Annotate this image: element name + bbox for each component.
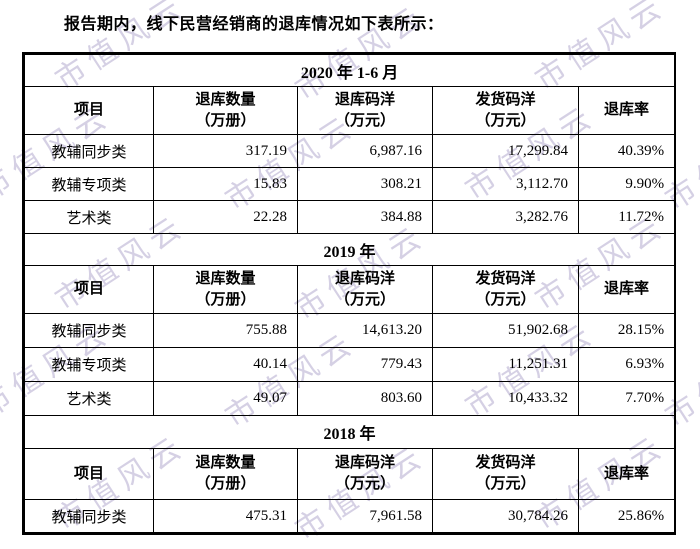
column-header-line1: 项目 <box>73 465 104 482</box>
rate-cell: 25.86% <box>577 499 676 533</box>
rate-cell: 40.39% <box>577 134 676 168</box>
value-cell: 10,433.32 <box>432 381 579 416</box>
value-cell: 779.43 <box>297 347 433 382</box>
rate-cell: 9.90% <box>577 167 676 201</box>
column-header: 项目 <box>24 265 154 314</box>
value-cell: 803.60 <box>297 381 433 416</box>
column-header-line2: （万册） <box>195 112 256 129</box>
year-title: 2019 年 <box>23 233 676 266</box>
column-header: 退库码洋 （万元） <box>297 448 433 500</box>
column-header-line1: 退库数量 <box>195 455 256 471</box>
table-row: 教辅同步类 317.19 6,987.16 17,299.84 40.39% <box>24 134 676 168</box>
value-cell: 51,902.68 <box>432 313 579 348</box>
value-cell: 14,613.20 <box>297 313 433 348</box>
value-cell: 3,282.76 <box>432 200 579 234</box>
column-header-line1: 发货码洋 <box>475 270 536 287</box>
column-header: 项目 <box>24 86 154 135</box>
table-row: 教辅同步类 755.88 14,613.20 51,902.68 28.15% <box>24 313 676 348</box>
value-cell: 3,112.70 <box>432 167 579 201</box>
rate-cell: 7.70% <box>577 381 676 416</box>
row-label-cell: 艺术类 <box>24 200 154 234</box>
column-header-line1: 退库码洋 <box>334 91 395 108</box>
column-header-line1: 退库数量 <box>195 91 256 108</box>
column-header-row: 项目 退库数量 （万册） 退库码洋 （万元） 发货码洋 （万元） 退库率 <box>24 86 676 135</box>
column-header-row: 项目 退库数量 （万册） 退库码洋 （万元） 发货码洋 （万元） 退库率 <box>24 448 676 500</box>
table-row: 艺术类 49.07 803.60 10,433.32 7.70% <box>24 381 676 416</box>
column-header-line2: （万元） <box>475 112 536 129</box>
value-cell: 17,299.84 <box>432 134 579 168</box>
row-label-cell: 教辅同步类 <box>24 499 154 533</box>
column-header: 退库率 <box>577 86 676 135</box>
value-cell: 49.07 <box>153 381 298 416</box>
table-section: 2019 年项目 退库数量 （万册） 退库码洋 （万元） 发货码洋 （万元） 退库率教辅同步类… <box>23 233 676 416</box>
rate-cell: 28.15% <box>577 313 676 348</box>
column-header: 项目 <box>24 448 154 500</box>
column-header-line1: 退库率 <box>604 281 650 297</box>
column-header-line1: 退库数量 <box>195 270 256 287</box>
column-header: 退库数量 （万册） <box>153 86 298 135</box>
column-header: 退库率 <box>577 448 676 500</box>
table-section: 2020 年 1-6 月项目 退库数量 （万册） 退库码洋 （万元） 发货码洋 （万元） 退库… <box>23 54 676 234</box>
value-cell: 30,784.26 <box>432 499 579 533</box>
column-header-line2: （万元） <box>334 291 395 308</box>
column-header-line2: （万元） <box>334 112 395 129</box>
column-header-line1: 退库码洋 <box>334 270 395 287</box>
table-section: 2018 年项目 退库数量 （万册） 退库码洋 （万元） 发货码洋 （万元） 退库率教辅同步类… <box>23 415 676 533</box>
value-cell: 40.14 <box>153 347 298 382</box>
column-header: 退库码洋 （万元） <box>297 86 433 135</box>
column-header-line1: 退库码洋 <box>334 455 395 471</box>
column-header: 发货码洋 （万元） <box>432 448 579 500</box>
column-header-line2: （万元） <box>475 476 536 492</box>
column-header: 退库率 <box>577 265 676 314</box>
column-header-line1: 退库率 <box>604 465 650 482</box>
table-row: 教辅专项类 15.83 308.21 3,112.70 9.90% <box>24 167 676 201</box>
value-cell: 15.83 <box>153 167 298 201</box>
value-cell: 317.19 <box>153 134 298 168</box>
column-header: 退库数量 （万册） <box>153 448 298 500</box>
returns-table-grid: 2020 年 1-6 月项目 退库数量 （万册） 退库码洋 （万元） 发货码洋 （万元） 退库… <box>23 54 676 533</box>
table-row: 教辅专项类 40.14 779.43 11,251.31 6.93% <box>24 347 676 382</box>
year-title: 2020 年 1-6 月 <box>23 54 676 87</box>
year-title-row: 2020 年 1-6 月 <box>23 54 676 87</box>
column-header-line1: 项目 <box>73 102 104 118</box>
value-cell: 6,987.16 <box>297 134 433 168</box>
year-title: 2018 年 <box>23 415 676 449</box>
value-cell: 22.28 <box>153 200 298 234</box>
column-header-line2: （万元） <box>475 291 536 308</box>
column-header-row: 项目 退库数量 （万册） 退库码洋 （万元） 发货码洋 （万元） 退库率 <box>24 265 676 314</box>
column-header-line1: 退库率 <box>604 102 650 118</box>
table-row: 教辅同步类 475.31 7,961.58 30,784.26 25.86% <box>24 499 676 533</box>
column-header-line2: （万元） <box>334 476 395 492</box>
column-header: 退库码洋 （万元） <box>297 265 433 314</box>
row-label-cell: 教辅同步类 <box>24 134 154 168</box>
returns-table: 2020 年 1-6 月项目 退库数量 （万册） 退库码洋 （万元） 发货码洋 （万元） 退库… <box>22 52 676 535</box>
column-header-line2: （万册） <box>195 291 256 308</box>
value-cell: 308.21 <box>297 167 433 201</box>
row-label-cell: 教辅同步类 <box>24 313 154 348</box>
column-header: 发货码洋 （万元） <box>432 265 579 314</box>
table-row: 艺术类 22.28 384.88 3,282.76 11.72% <box>24 200 676 234</box>
rate-cell: 6.93% <box>577 347 676 382</box>
intro-text: 报告期内，线下民营经销商的退库情况如下表所示： <box>64 16 444 33</box>
value-cell: 475.31 <box>153 499 298 533</box>
value-cell: 7,961.58 <box>297 499 433 533</box>
row-label-cell: 教辅专项类 <box>24 347 154 382</box>
year-title-row: 2018 年 <box>23 415 676 449</box>
year-title-row: 2019 年 <box>23 233 676 266</box>
column-header: 退库数量 （万册） <box>153 265 298 314</box>
rate-cell: 11.72% <box>577 200 676 234</box>
column-header-line1: 发货码洋 <box>475 455 536 471</box>
column-header-line1: 发货码洋 <box>475 91 536 108</box>
value-cell: 755.88 <box>153 313 298 348</box>
row-label-cell: 艺术类 <box>24 381 154 416</box>
value-cell: 11,251.31 <box>432 347 579 382</box>
column-header: 发货码洋 （万元） <box>432 86 579 135</box>
column-header-line1: 项目 <box>73 281 104 297</box>
row-label-cell: 教辅专项类 <box>24 167 154 201</box>
column-header-line2: （万册） <box>195 476 256 492</box>
value-cell: 384.88 <box>297 200 433 234</box>
